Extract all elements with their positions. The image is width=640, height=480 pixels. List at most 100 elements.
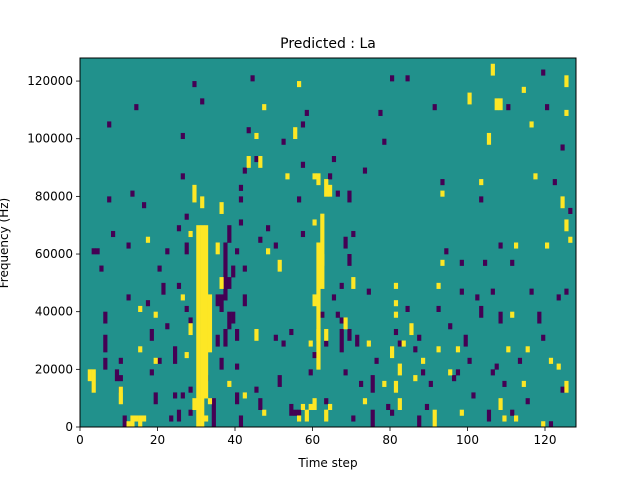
heatmap-cell-low bbox=[455, 369, 461, 376]
heatmap-cell-low bbox=[142, 202, 147, 209]
heatmap-cell-low bbox=[347, 190, 352, 203]
heatmap-cell-high bbox=[134, 415, 139, 422]
heatmap-cell-low bbox=[180, 392, 185, 399]
heatmap-cell-low bbox=[483, 259, 488, 266]
heatmap-cell-low bbox=[122, 415, 127, 428]
heatmap-cell-low bbox=[254, 156, 259, 163]
heatmap-cell-low bbox=[529, 288, 534, 295]
heatmap-cell-low bbox=[552, 179, 557, 186]
heatmap-cells bbox=[80, 58, 576, 428]
heatmap-cell-high bbox=[215, 242, 220, 255]
heatmap-cell-low bbox=[486, 409, 492, 422]
heatmap-cell-high bbox=[91, 369, 96, 393]
heatmap-background bbox=[80, 58, 576, 427]
heatmap-cell-low bbox=[258, 398, 263, 410]
heatmap-cell-high bbox=[242, 392, 247, 399]
heatmap-cell-high bbox=[204, 225, 209, 399]
heatmap-cell-low bbox=[157, 265, 162, 272]
heatmap-cell-low bbox=[386, 403, 391, 411]
heatmap-cell-low bbox=[359, 380, 364, 387]
heatmap-cell-high bbox=[254, 132, 259, 140]
heatmap-cell-high bbox=[564, 75, 569, 88]
heatmap-cell-high bbox=[266, 248, 271, 255]
heatmap-cell-low bbox=[211, 398, 216, 428]
heatmap-cell-low bbox=[366, 288, 371, 295]
heatmap-cell-low bbox=[444, 248, 449, 255]
heatmap-cell-high bbox=[145, 236, 151, 243]
heatmap-cell-low bbox=[374, 357, 379, 364]
heatmap-cell-low bbox=[118, 357, 123, 364]
heatmap-cell-high bbox=[529, 121, 534, 128]
heatmap-cell-low bbox=[382, 138, 387, 145]
heatmap-cell-low bbox=[370, 409, 375, 428]
heatmap-cell-high bbox=[130, 415, 135, 428]
heatmap-cell-high bbox=[498, 398, 503, 410]
heatmap-cell-low bbox=[378, 109, 383, 116]
heatmap-cell-high bbox=[541, 421, 546, 428]
heatmap-cell-low bbox=[231, 311, 236, 324]
heatmap-cell-high bbox=[564, 380, 569, 393]
heatmap-cell-low bbox=[471, 392, 476, 399]
heatmap-cell-low bbox=[339, 282, 344, 289]
heatmap-cell-high bbox=[219, 277, 224, 289]
heatmap-cell-low bbox=[238, 196, 244, 203]
heatmap-cell-low bbox=[459, 259, 464, 266]
heatmap-cell-high bbox=[556, 363, 561, 370]
heatmap-cell-low bbox=[281, 138, 286, 145]
heatmap-cell-low bbox=[238, 219, 244, 226]
heatmap-cell-low bbox=[479, 305, 484, 318]
heatmap-cell-low bbox=[107, 196, 112, 203]
x-tick-label: 80 bbox=[382, 433, 397, 447]
y-tick-label: 20000 bbox=[35, 362, 73, 376]
heatmap-cell-high bbox=[320, 254, 325, 266]
heatmap-cell-high bbox=[180, 294, 185, 301]
heatmap-cell-low bbox=[176, 282, 182, 289]
heatmap-cell-low bbox=[300, 161, 306, 168]
heatmap-cell-high bbox=[316, 328, 321, 341]
heatmap-cell-low bbox=[300, 121, 306, 128]
heatmap-cell-high bbox=[184, 352, 189, 359]
heatmap-cell-low bbox=[428, 380, 433, 387]
heatmap-cell-low bbox=[273, 334, 278, 341]
heatmap-cell-high bbox=[568, 236, 573, 243]
heatmap-cell-low bbox=[246, 127, 251, 134]
y-tick-label: 80000 bbox=[35, 189, 73, 203]
y-tick-label: 40000 bbox=[35, 305, 73, 319]
heatmap-cell-high bbox=[308, 340, 313, 347]
heatmap-cell-low bbox=[405, 75, 410, 82]
heatmap-cell-low bbox=[320, 311, 325, 318]
heatmap-cell-low bbox=[324, 340, 329, 347]
heatmap-cell-low bbox=[312, 352, 317, 359]
heatmap-cell-low bbox=[111, 230, 116, 238]
heatmap-cell-low bbox=[440, 179, 445, 186]
heatmap-cell-high bbox=[188, 323, 193, 336]
heatmap-cell-low bbox=[118, 375, 123, 382]
heatmap-cell-high bbox=[502, 415, 507, 422]
heatmap-cell-low bbox=[273, 242, 278, 249]
heatmap-cell-high bbox=[564, 219, 569, 232]
heatmap-cell-high bbox=[533, 173, 538, 180]
heatmap-cell-low bbox=[149, 328, 154, 341]
heatmap-cell-low bbox=[517, 357, 523, 364]
heatmap-cell-high bbox=[440, 259, 445, 266]
heatmap-cell-high bbox=[393, 311, 399, 318]
heatmap-cell-high bbox=[188, 230, 193, 238]
heatmap-cell-low bbox=[300, 230, 306, 238]
heatmap-cell-low bbox=[103, 334, 108, 353]
heatmap-cell-low bbox=[238, 415, 244, 428]
heatmap-cell-low bbox=[421, 369, 426, 376]
heatmap-cell-high bbox=[521, 86, 526, 93]
heatmap-cell-low bbox=[266, 225, 271, 232]
heatmap-cell-high bbox=[138, 415, 143, 428]
heatmap-cell-low bbox=[200, 98, 205, 105]
heatmap-cell-high bbox=[87, 369, 92, 382]
heatmap-cell-low bbox=[161, 282, 166, 295]
heatmap-cell-low bbox=[223, 328, 228, 347]
heatmap-cell-low bbox=[343, 236, 348, 249]
heatmap-cell-high bbox=[254, 328, 259, 341]
heatmap-cell-low bbox=[436, 305, 441, 312]
heatmap-cell-low bbox=[235, 363, 240, 370]
heatmap-cell-high bbox=[432, 409, 437, 428]
